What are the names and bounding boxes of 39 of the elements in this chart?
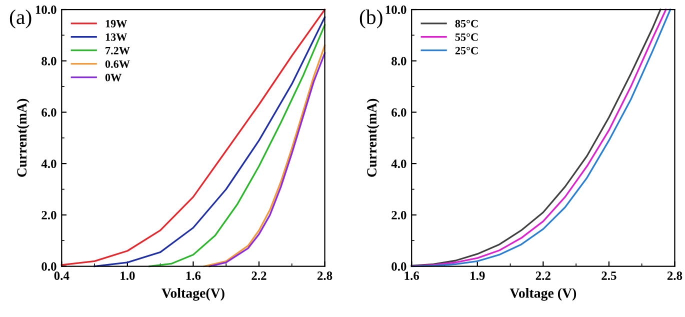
legend-label: 0W xyxy=(105,74,122,82)
x-tick-label: 2.8 xyxy=(667,272,682,280)
x-tick-label: 2.2 xyxy=(252,272,266,280)
y-tick-label: 8.0 xyxy=(42,56,56,66)
legend-label: 13W xyxy=(106,33,128,41)
y-tick-label: 6.0 xyxy=(42,108,56,117)
y-tick-label: 2.0 xyxy=(42,210,56,220)
legend-label: 25°C xyxy=(455,46,478,54)
x-tick-label: 0.4 xyxy=(54,272,70,280)
line-series xyxy=(148,24,326,268)
y-tick-label: 6.0 xyxy=(392,108,406,117)
x-axis-title: Voltage(V) xyxy=(162,288,224,301)
y-tick-label: 4.0 xyxy=(41,160,56,168)
x-tick-label: 2.8 xyxy=(317,272,332,280)
y-tick-label: 4.0 xyxy=(391,160,406,168)
y-tick-label: 10.0 xyxy=(386,6,406,14)
y-axis-title: Current(mA) xyxy=(366,98,380,177)
line-series xyxy=(60,8,326,266)
line-series xyxy=(94,16,326,268)
legend-label: 0.6W xyxy=(105,60,130,68)
y-tick-label: 8.0 xyxy=(392,56,406,66)
y-tick-label: 10.0 xyxy=(36,6,56,14)
x-tick-label: 1.6 xyxy=(186,272,201,280)
legend-label: 55°C xyxy=(455,33,478,41)
x-tick-label: 1.9 xyxy=(470,272,485,280)
x-tick-label: 1.6 xyxy=(404,272,420,280)
x-tick-label: 2.5 xyxy=(602,272,616,280)
x-tick-label: 2.2 xyxy=(536,272,550,280)
legend-label: 19W xyxy=(106,20,128,28)
y-axis-title: Current(mA) xyxy=(16,98,30,177)
chart-title: (b) xyxy=(360,10,382,28)
chart-title: (a) xyxy=(10,10,32,28)
y-tick-label: 0.0 xyxy=(42,262,56,271)
x-axis-title: Voltage (V) xyxy=(510,288,576,301)
x-tick-label: 1.0 xyxy=(120,272,135,280)
legend-label: 7.2W xyxy=(106,46,130,54)
legend-label: 85°C xyxy=(455,20,478,28)
y-tick-label: 2.0 xyxy=(392,210,406,220)
y-tick-label: 0.0 xyxy=(392,262,406,271)
